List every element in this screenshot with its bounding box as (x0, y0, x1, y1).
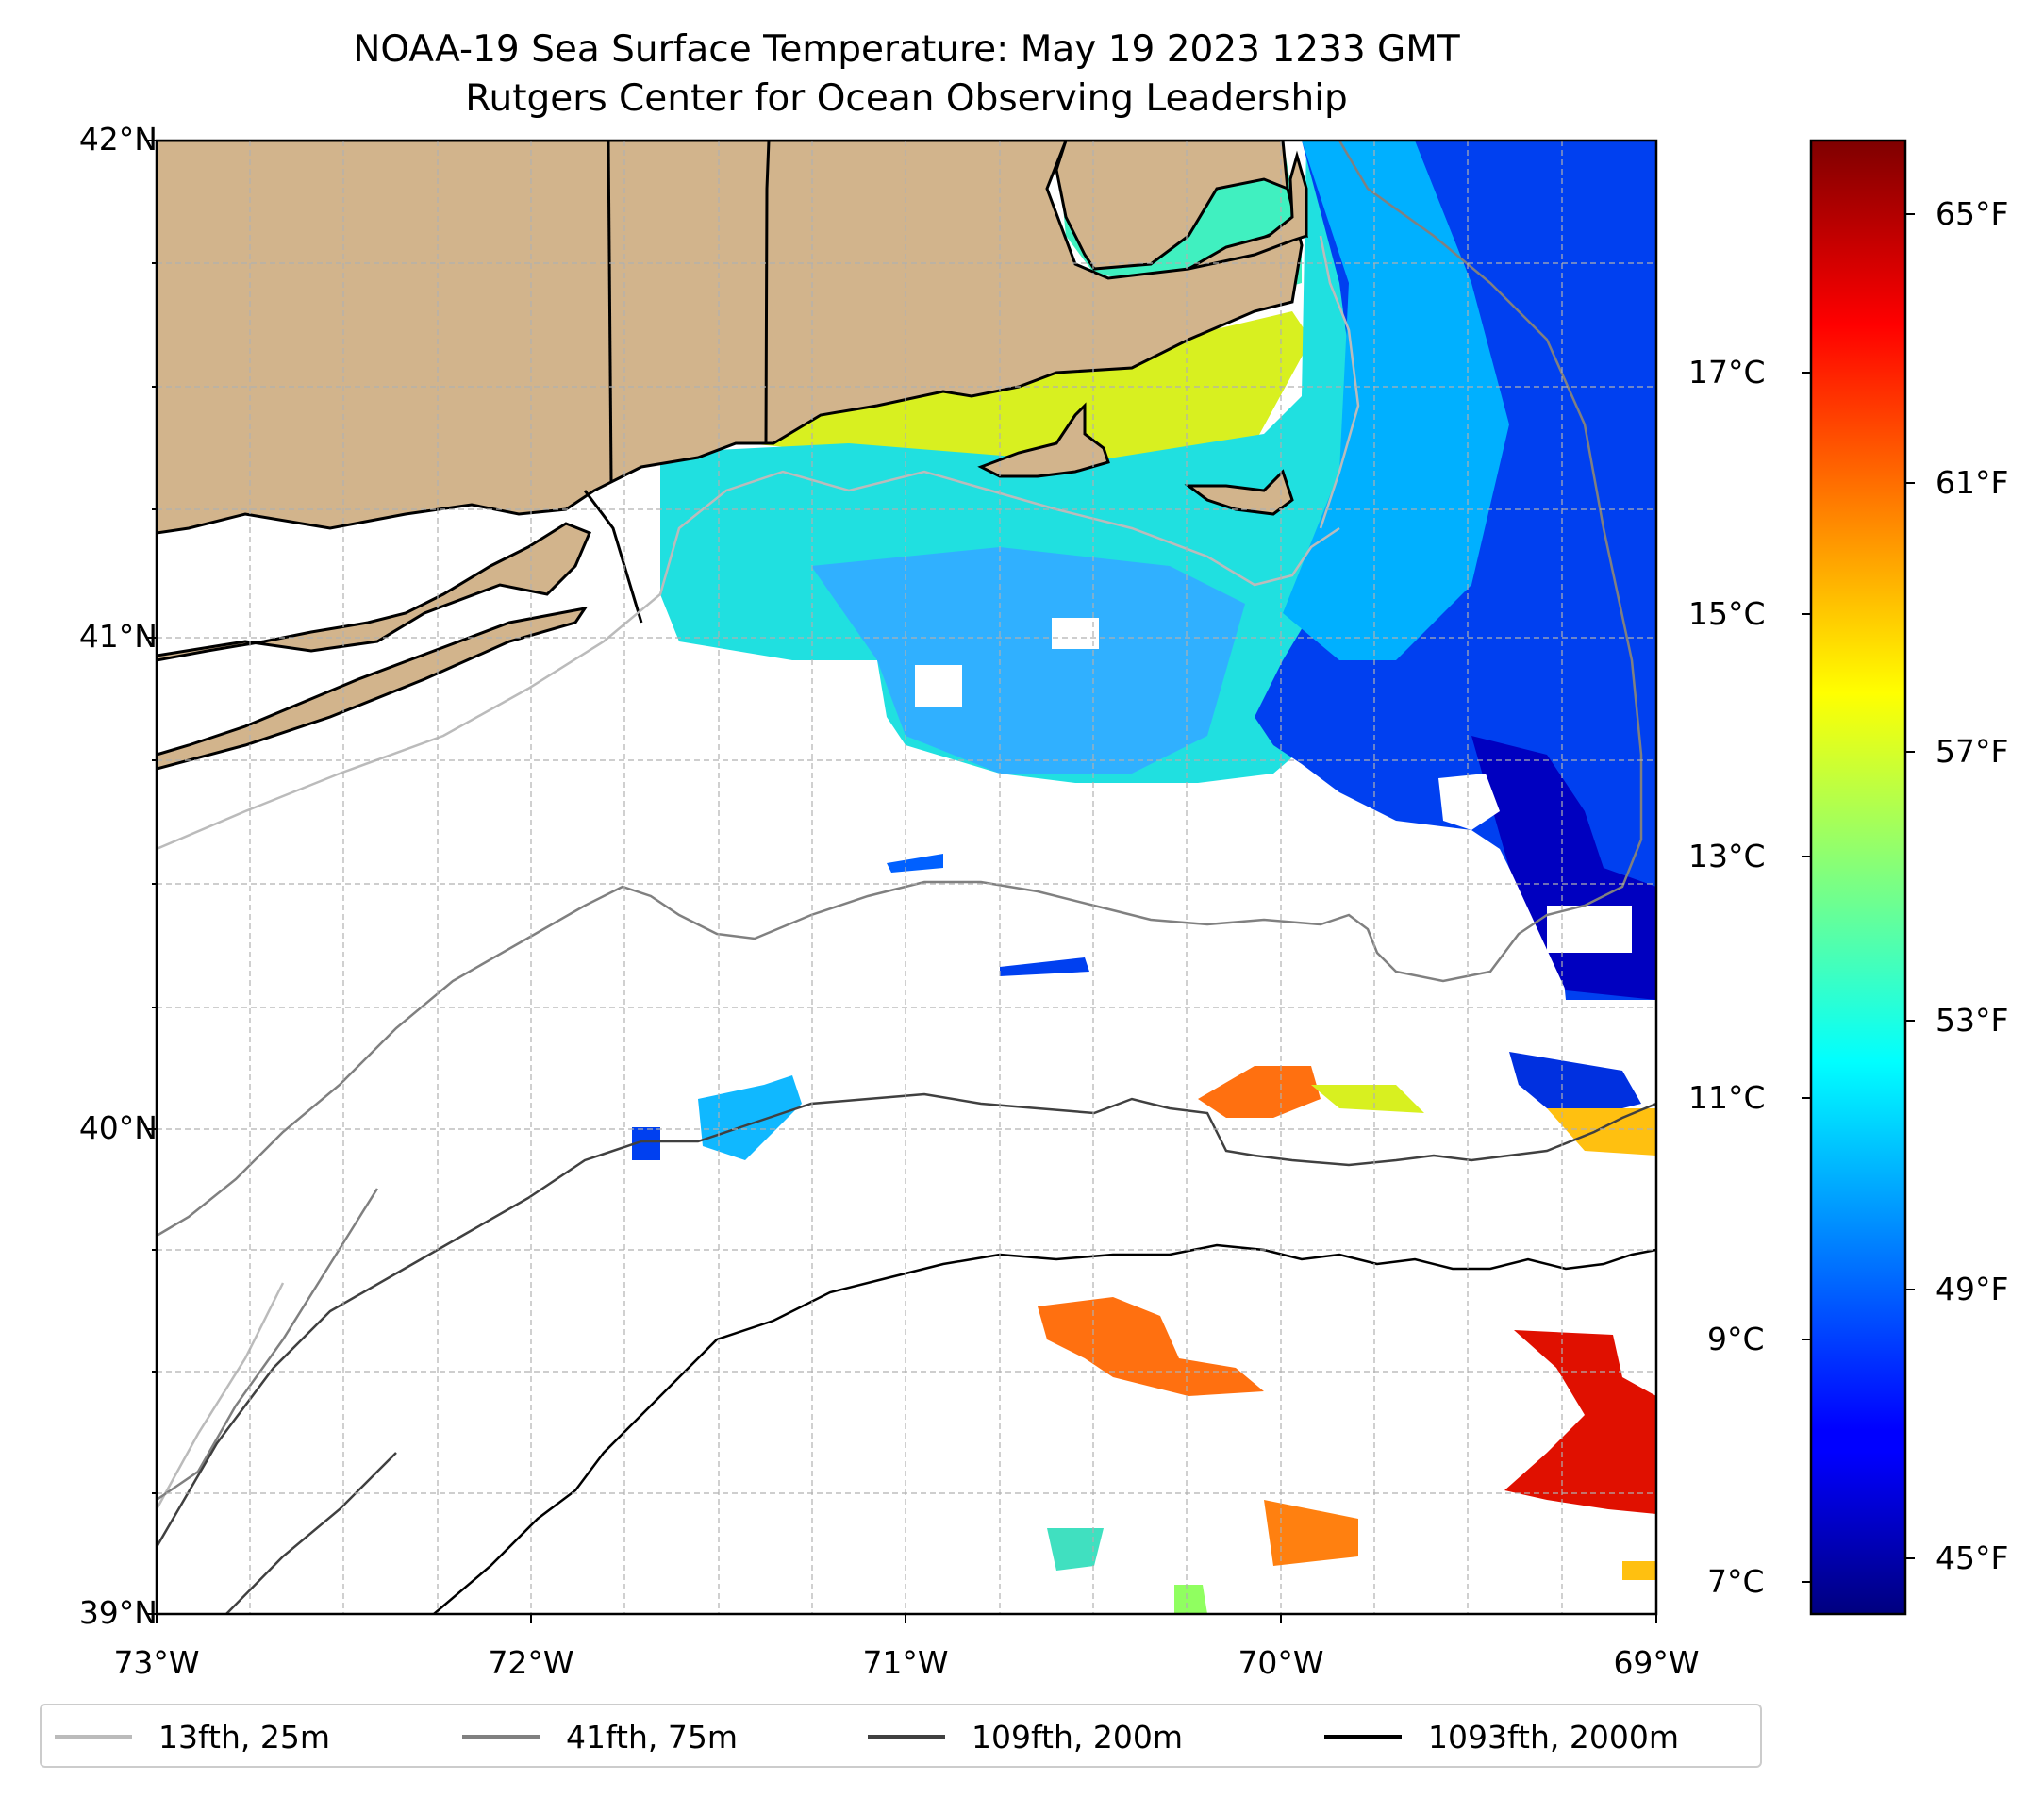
isobath-200m (225, 1452, 397, 1614)
isobath-25m (157, 1282, 285, 1510)
legend-label: 13fth, 25m (158, 1718, 330, 1755)
lat-label: 41°N (78, 618, 158, 655)
legend-swatch (1324, 1735, 1402, 1739)
colorbar-celsius-label: 9°C (1707, 1321, 1765, 1357)
colorbar-fahrenheit-label: 45°F (1936, 1539, 2009, 1576)
colorbar-fahrenheit-label: 57°F (1936, 733, 2009, 770)
sst-patch (698, 1075, 802, 1160)
sst-patch (1547, 1108, 1656, 1156)
colorbar-fahrenheit-label: 65°F (1936, 195, 2009, 232)
legend-swatch (55, 1735, 132, 1739)
state-border (583, 490, 643, 624)
colorbar-fahrenheit-label: 49°F (1936, 1271, 2009, 1307)
cloud-gap (1547, 906, 1632, 953)
lon-label: 70°W (1238, 1644, 1324, 1681)
sst-nearshore-yellow (745, 311, 1311, 472)
lon-label: 71°W (862, 1644, 949, 1681)
colorbar-celsius-label: 15°C (1688, 595, 1766, 632)
legend-item-25m: 13fth, 25m (55, 1715, 330, 1758)
gridlines (157, 141, 1656, 1614)
sst-patch (1264, 1500, 1358, 1566)
sst-patch (632, 1127, 660, 1160)
sst-patch (1504, 1330, 1656, 1514)
isobath-75m (157, 141, 1643, 1238)
legend-label: 1093fth, 2000m (1428, 1718, 1679, 1755)
legend-item-200m: 109fth, 200m (868, 1715, 1183, 1758)
isobath-200m (157, 1092, 1656, 1548)
legend-swatch (462, 1735, 540, 1739)
sst-patch (1509, 1052, 1641, 1113)
legend-label: 41fth, 75m (566, 1718, 738, 1755)
colorbar-fahrenheit-label: 61°F (1936, 464, 2009, 501)
isobath-legend: 13fth, 25m 41fth, 75m 109fth, 200m 1093f… (40, 1704, 1762, 1768)
legend-swatch (868, 1735, 945, 1739)
lat-label: 40°N (78, 1109, 158, 1146)
isobath-75m (157, 1188, 379, 1502)
colorbar-celsius-label: 13°C (1688, 838, 1766, 874)
sst-patch (887, 854, 943, 873)
colorbar-fahrenheit-label: 53°F (1936, 1002, 2009, 1039)
colorbar-celsius-label: 11°C (1688, 1079, 1766, 1116)
cloud-gap (1438, 774, 1500, 830)
colorbar-gradient (1809, 139, 1907, 1616)
long-island (157, 522, 591, 662)
cloud-gap (1052, 618, 1099, 649)
nantucket (1184, 469, 1294, 516)
sst-patch (1047, 1528, 1104, 1571)
colorbar-celsius-label: 17°C (1688, 354, 1766, 391)
axis-ticks (147, 140, 1657, 1623)
isobath-25m (157, 470, 1340, 851)
sst-patch (1622, 1561, 1656, 1580)
legend-item-75m: 41fth, 75m (462, 1715, 738, 1758)
sst-patch (1198, 1066, 1321, 1118)
long-island-south (157, 606, 589, 771)
sst-shelf-blue (811, 547, 1245, 774)
lon-label: 72°W (488, 1644, 574, 1681)
legend-label: 109fth, 200m (972, 1718, 1183, 1755)
lat-label: 42°N (78, 121, 158, 158)
sst-patch (1311, 1085, 1424, 1113)
legend-item-2000m: 1093fth, 2000m (1324, 1715, 1679, 1758)
lat-label: 39°N (78, 1594, 158, 1631)
isobaths (157, 141, 1656, 1614)
martha-vineyard (977, 402, 1110, 478)
colorbar (1802, 139, 1915, 1616)
map-title: NOAA-19 Sea Surface Temperature: May 19 … (353, 28, 1460, 71)
lon-label: 73°W (113, 1644, 200, 1681)
sst-eastern-cyan-band (1283, 141, 1509, 660)
cape-cod (1188, 150, 1308, 271)
state-border (607, 141, 613, 482)
sst-patch (1000, 957, 1089, 976)
lon-label: 69°W (1613, 1644, 1700, 1681)
colorbar-celsius-label: 7°C (1707, 1563, 1765, 1600)
isobath-2000m (433, 1243, 1656, 1614)
sst-patch (1174, 1585, 1207, 1614)
map-subtitle: Rutgers Center for Ocean Observing Leade… (465, 77, 1348, 120)
cloud-gap (915, 665, 962, 707)
isobath-25m (1319, 235, 1360, 529)
land (157, 141, 1309, 771)
state-border (764, 141, 771, 444)
